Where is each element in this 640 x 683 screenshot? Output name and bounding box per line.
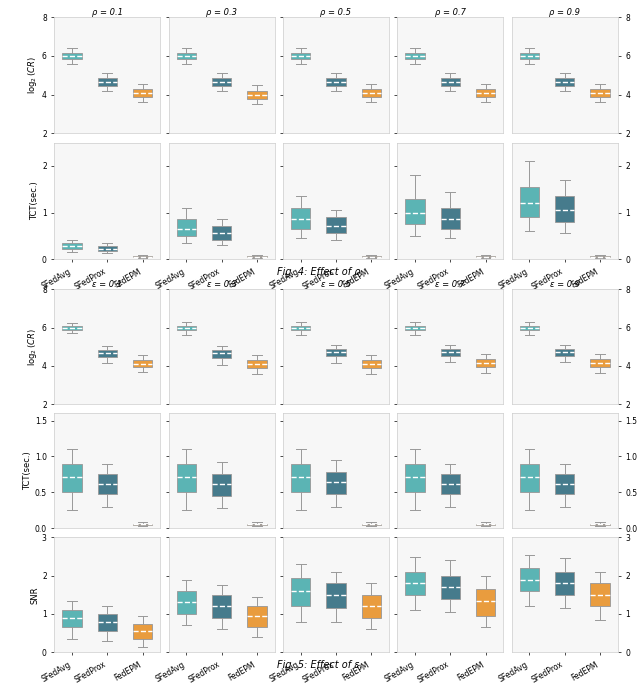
PathPatch shape [590,256,610,257]
PathPatch shape [440,475,460,494]
PathPatch shape [212,78,232,86]
PathPatch shape [133,624,152,639]
Y-axis label: TCT(sec.): TCT(sec.) [23,451,32,490]
PathPatch shape [177,326,196,331]
Y-axis label: $\log_2(CR)$: $\log_2(CR)$ [26,57,39,94]
PathPatch shape [62,326,82,329]
PathPatch shape [98,350,117,357]
Title: ρ = 0.1: ρ = 0.1 [92,8,123,17]
Y-axis label: $\log_2(CR)$: $\log_2(CR)$ [26,328,39,365]
PathPatch shape [405,326,425,331]
PathPatch shape [476,256,495,257]
PathPatch shape [362,256,381,257]
PathPatch shape [98,475,117,494]
Text: Fig. 5: Effect of ε.: Fig. 5: Effect of ε. [277,660,363,671]
PathPatch shape [326,348,346,357]
PathPatch shape [476,524,495,525]
Title: ρ = 0.7: ρ = 0.7 [435,8,466,17]
PathPatch shape [362,595,381,618]
PathPatch shape [520,464,539,492]
Text: Fig. 4: Effect of ρ.: Fig. 4: Effect of ρ. [276,267,364,277]
PathPatch shape [440,576,460,599]
PathPatch shape [405,199,425,224]
PathPatch shape [362,89,381,96]
PathPatch shape [520,53,539,59]
PathPatch shape [247,256,267,257]
PathPatch shape [590,359,610,367]
PathPatch shape [362,524,381,525]
PathPatch shape [326,583,346,609]
Title: ε = 0.1: ε = 0.1 [92,280,122,289]
PathPatch shape [212,595,232,618]
PathPatch shape [212,350,232,358]
PathPatch shape [291,578,310,607]
PathPatch shape [247,360,267,367]
PathPatch shape [177,53,196,59]
Title: ρ = 0.9: ρ = 0.9 [549,8,580,17]
PathPatch shape [212,475,232,496]
PathPatch shape [62,610,82,628]
Y-axis label: TCT(sec.): TCT(sec.) [30,182,39,220]
PathPatch shape [476,589,495,616]
PathPatch shape [440,208,460,229]
PathPatch shape [326,472,346,494]
PathPatch shape [362,360,381,367]
PathPatch shape [476,89,495,96]
PathPatch shape [98,246,117,251]
PathPatch shape [212,227,232,240]
PathPatch shape [405,572,425,595]
PathPatch shape [405,464,425,492]
Title: ε = 0.9: ε = 0.9 [550,280,580,289]
PathPatch shape [177,219,196,236]
PathPatch shape [520,187,539,217]
PathPatch shape [590,583,610,607]
PathPatch shape [326,217,346,233]
PathPatch shape [177,591,196,614]
PathPatch shape [590,524,610,525]
PathPatch shape [520,568,539,591]
PathPatch shape [133,256,152,257]
PathPatch shape [98,614,117,631]
PathPatch shape [291,208,310,229]
PathPatch shape [62,464,82,492]
PathPatch shape [291,464,310,492]
PathPatch shape [133,360,152,367]
PathPatch shape [133,524,152,525]
PathPatch shape [520,326,539,331]
Title: ρ = 0.3: ρ = 0.3 [206,8,237,17]
Y-axis label: SNR: SNR [30,586,39,604]
PathPatch shape [62,53,82,59]
PathPatch shape [247,91,267,98]
PathPatch shape [98,78,117,86]
PathPatch shape [555,196,574,222]
PathPatch shape [405,53,425,59]
Title: ε = 0.3: ε = 0.3 [207,280,237,289]
PathPatch shape [326,78,346,86]
PathPatch shape [555,572,574,595]
PathPatch shape [291,53,310,59]
PathPatch shape [555,475,574,494]
Title: ε = 0.5: ε = 0.5 [321,280,351,289]
PathPatch shape [291,326,310,331]
Title: ε = 0.7: ε = 0.7 [435,280,465,289]
PathPatch shape [476,359,495,367]
PathPatch shape [62,242,82,249]
PathPatch shape [133,89,152,96]
PathPatch shape [555,78,574,86]
PathPatch shape [177,464,196,492]
PathPatch shape [555,348,574,357]
PathPatch shape [247,524,267,525]
PathPatch shape [590,89,610,96]
PathPatch shape [247,607,267,628]
PathPatch shape [440,348,460,357]
PathPatch shape [440,78,460,86]
Title: ρ = 0.5: ρ = 0.5 [321,8,351,17]
